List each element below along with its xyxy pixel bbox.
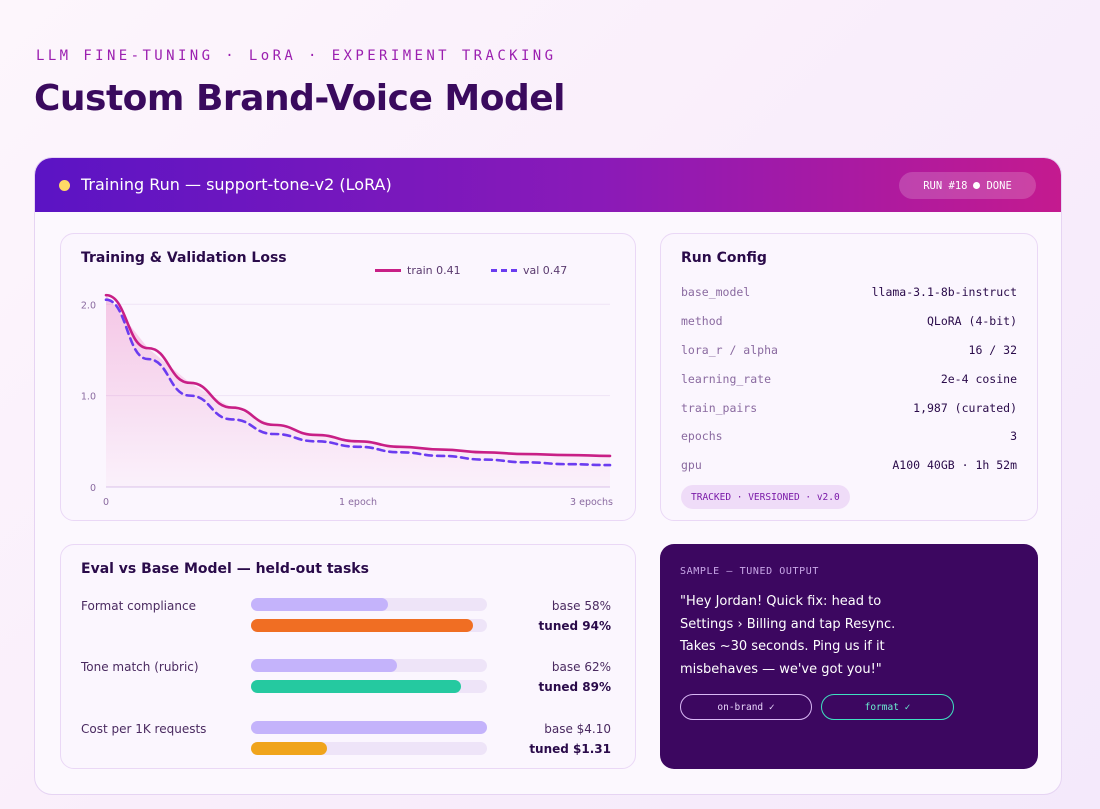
legend-val-label: val 0.47 [523, 264, 568, 277]
legend-train: train 0.41 [375, 264, 461, 277]
eval-title: Eval vs Base Model — held-out tasks [81, 561, 369, 577]
y-tick-label: 0 [90, 483, 96, 494]
sample-eyebrow: SAMPLE — TUNED OUTPUT [680, 566, 820, 577]
sample-line: "Hey Jordan! Quick fix: head to [680, 594, 882, 609]
config-row: train_pairs 1,987 (curated) [681, 398, 1017, 418]
tuned-value: tuned 94% [538, 619, 611, 633]
y-tick-label: 1.0 [81, 392, 96, 403]
loss-chart: 2.0 1.0 00 1 epoch 3 epochs [81, 293, 613, 508]
eval-row-label: Format compliance [81, 599, 196, 613]
legend-train-label: train 0.41 [407, 264, 461, 277]
base-bar [251, 659, 398, 672]
tracked-versioned-tag: TRACKED · VERSIONED · v2.0 [681, 485, 850, 509]
eval-row-label: Tone match (rubric) [81, 660, 199, 674]
config-row: gpu A100 40GB · 1h 52m [681, 455, 1017, 475]
sample-output-card: SAMPLE — TUNED OUTPUT "Hey Jordan! Quick… [660, 544, 1038, 769]
config-row: method QLoRA (4-bit) [681, 311, 1017, 331]
legend-val: val 0.47 [491, 264, 567, 277]
loss-chart-card: 2.0 1.0 0 0 1 epoch 3 epochs Training & Valid… [60, 233, 636, 521]
loss-chart-title: Training & Validation Loss [81, 250, 287, 266]
config-value: 3 [1010, 429, 1017, 443]
train-area [106, 295, 610, 487]
base-value: base 62% [551, 660, 611, 674]
tuned-value: tuned $1.31 [529, 742, 611, 756]
tuned-bar [251, 619, 473, 632]
base-bar-track [251, 721, 487, 734]
config-value: 2e-4 cosine [940, 372, 1017, 386]
config-key: epochs [681, 429, 723, 443]
tuned-bar-track [251, 619, 487, 632]
panel-title: Training Run — support-tone-v2 (LoRA) [81, 175, 392, 194]
tuned-bar-track [251, 680, 487, 693]
sample-line: Takes ~30 seconds. Ping us if it [680, 639, 885, 654]
val-loss-line [104, 298, 612, 467]
config-key: method [681, 314, 723, 328]
run-status: DONE [986, 179, 1012, 192]
config-key: train_pairs [681, 401, 758, 415]
tuned-value: tuned 89% [538, 680, 611, 694]
tuned-bar [251, 742, 327, 755]
format-pill: format ✓ [821, 694, 954, 720]
badge-separator-dot-icon [973, 182, 981, 189]
config-row: epochs 3 [681, 426, 1017, 446]
page-eyebrow: LLM FINE-TUNING · LoRA · EXPERIMENT TRAC… [36, 48, 557, 64]
legend-train-swatch [375, 269, 401, 272]
run-config-card: Run Config base_model llama-3.1-8b-instr… [660, 233, 1038, 521]
train-loss-line [104, 293, 612, 458]
config-value: A100 40GB · 1h 52m [892, 458, 1017, 472]
sample-text: "Hey Jordan! Quick fix: head to Settings… [680, 591, 930, 681]
run-number: RUN #18 [923, 179, 968, 192]
status-dot-icon [59, 180, 70, 191]
eval-card: Eval vs Base Model — held-out tasks Form… [60, 544, 636, 769]
x-tick-label: 0 [103, 497, 109, 508]
config-row: learning_rate 2e-4 cosine [681, 369, 1017, 389]
base-value: base 58% [551, 599, 611, 613]
panel-header: Training Run — support-tone-v2 (LoRA) RU… [35, 158, 1061, 212]
base-bar-track [251, 659, 487, 672]
config-row: base_model llama-3.1-8b-instruct [681, 282, 1017, 302]
tuned-bar [251, 680, 462, 693]
x-tick-label: 3 epochs [570, 497, 613, 508]
page-title: Custom Brand-Voice Model [34, 78, 566, 119]
config-value: llama-3.1-8b-instruct [871, 285, 1017, 299]
training-run-panel: Training Run — support-tone-v2 (LoRA) RU… [34, 157, 1062, 795]
config-value: 1,987 (curated) [913, 401, 1017, 415]
y-tick-label: 2.0 [81, 300, 96, 311]
base-bar-track [251, 598, 487, 611]
config-value: 16 / 32 [968, 343, 1017, 357]
on-brand-pill: on-brand ✓ [680, 694, 812, 720]
legend-val-swatch [491, 269, 517, 272]
eval-row-label: Cost per 1K requests [81, 722, 207, 736]
config-key: lora_r / alpha [681, 343, 778, 357]
config-key: gpu [681, 458, 702, 472]
base-bar [251, 598, 388, 611]
sample-line: misbehaves — we've got you!" [680, 661, 882, 677]
config-value: QLoRA (4-bit) [926, 314, 1017, 328]
config-key: base_model [681, 285, 751, 299]
base-bar [251, 721, 487, 734]
config-row: lora_r / alpha 16 / 32 [681, 340, 1017, 360]
run-config-title: Run Config [681, 250, 767, 266]
config-key: learning_rate [681, 372, 772, 386]
run-status-badge: RUN #18 DONE [899, 172, 1036, 199]
x-tick-label: 1 epoch [339, 497, 377, 508]
base-value: base $4.10 [544, 722, 611, 736]
sample-line: Settings › Billing and tap Resync. [680, 616, 896, 632]
tuned-bar-track [251, 742, 487, 755]
